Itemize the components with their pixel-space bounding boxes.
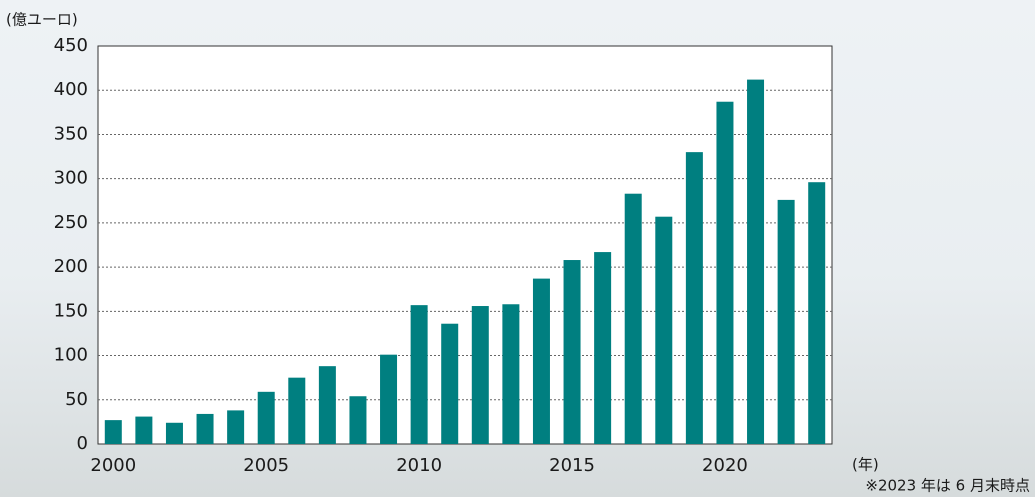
- x-tick-label: 2010: [396, 455, 442, 476]
- bar: [410, 305, 428, 444]
- bar: [318, 366, 336, 444]
- x-tick-label: 2005: [243, 455, 289, 476]
- bar: [288, 377, 306, 444]
- bar: [563, 260, 581, 444]
- y-tick-label: 100: [54, 345, 88, 366]
- bar: [808, 182, 826, 444]
- bar: [716, 101, 734, 444]
- x-tick-label: 2015: [549, 455, 595, 476]
- bar: [777, 199, 795, 444]
- y-tick-label: 200: [54, 256, 88, 277]
- y-tick-label: 450: [54, 35, 88, 56]
- bar: [594, 252, 612, 444]
- y-tick-label: 350: [54, 123, 88, 144]
- bar: [441, 323, 459, 444]
- y-tick-label: 300: [54, 168, 88, 189]
- bar: [471, 306, 489, 444]
- bar: [502, 304, 520, 444]
- bar: [380, 354, 398, 444]
- bar: [196, 413, 214, 444]
- bar: [624, 193, 642, 444]
- x-axis-label: (年): [852, 456, 879, 474]
- note: ※2023 年は 6 月末時点: [865, 477, 1030, 495]
- y-tick-label: 0: [77, 433, 88, 454]
- bar: [349, 396, 367, 444]
- bar: [104, 420, 122, 444]
- x-tick-label: 2020: [702, 455, 748, 476]
- plot-area: [97, 45, 833, 445]
- y-tick-label: 250: [54, 212, 88, 233]
- bar: [747, 79, 765, 444]
- bar: [532, 278, 550, 444]
- y-axis-label: (億ユーロ): [6, 11, 78, 29]
- bar: [227, 410, 245, 444]
- bar: [165, 422, 183, 444]
- bar: [135, 416, 153, 444]
- bar: [685, 152, 703, 444]
- bar: [257, 391, 275, 444]
- y-tick-label: 400: [54, 79, 88, 100]
- y-tick-label: 150: [54, 300, 88, 321]
- x-tick-label: 2000: [90, 455, 136, 476]
- y-tick-label: 50: [65, 389, 88, 410]
- bar: [655, 216, 673, 444]
